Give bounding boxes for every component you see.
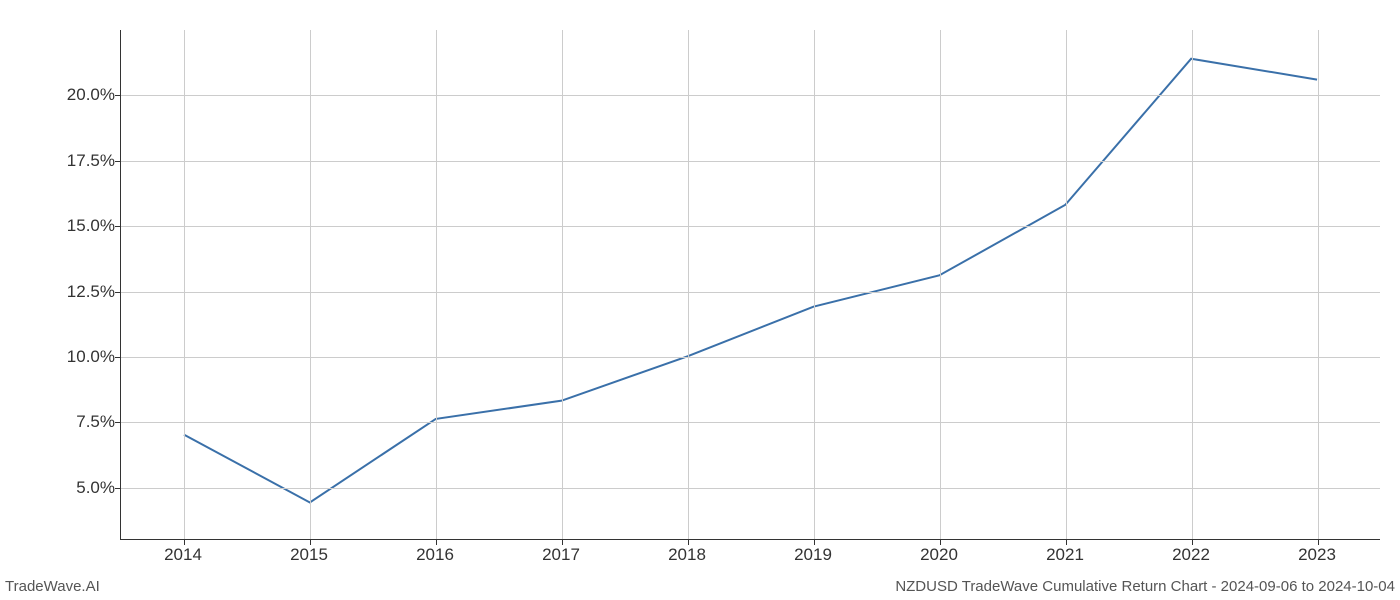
- xtick-label: 2015: [290, 545, 328, 565]
- xtick-label: 2023: [1298, 545, 1336, 565]
- ytick-label: 5.0%: [35, 478, 115, 498]
- grid-line-vertical: [940, 30, 941, 539]
- xtick-label: 2019: [794, 545, 832, 565]
- ytick-mark: [115, 292, 121, 293]
- plot-area: [120, 30, 1380, 540]
- grid-line-horizontal: [121, 226, 1380, 227]
- ytick-label: 7.5%: [35, 412, 115, 432]
- grid-line-vertical: [814, 30, 815, 539]
- grid-line-vertical: [184, 30, 185, 539]
- grid-line-vertical: [688, 30, 689, 539]
- xtick-label: 2020: [920, 545, 958, 565]
- grid-line-horizontal: [121, 161, 1380, 162]
- grid-line-horizontal: [121, 488, 1380, 489]
- ytick-label: 20.0%: [35, 85, 115, 105]
- chart-container: TradeWave.AI NZDUSD TradeWave Cumulative…: [0, 0, 1400, 600]
- ytick-label: 12.5%: [35, 282, 115, 302]
- grid-line-vertical: [310, 30, 311, 539]
- ytick-mark: [115, 488, 121, 489]
- grid-line-horizontal: [121, 357, 1380, 358]
- grid-line-horizontal: [121, 292, 1380, 293]
- xtick-label: 2022: [1172, 545, 1210, 565]
- footer-left-label: TradeWave.AI: [5, 578, 100, 595]
- ytick-label: 15.0%: [35, 216, 115, 236]
- grid-line-vertical: [1192, 30, 1193, 539]
- ytick-label: 17.5%: [35, 151, 115, 171]
- ytick-label: 10.0%: [35, 347, 115, 367]
- grid-line-vertical: [1318, 30, 1319, 539]
- grid-line-horizontal: [121, 422, 1380, 423]
- grid-line-vertical: [562, 30, 563, 539]
- ytick-mark: [115, 95, 121, 96]
- ytick-mark: [115, 422, 121, 423]
- ytick-mark: [115, 161, 121, 162]
- xtick-label: 2016: [416, 545, 454, 565]
- ytick-mark: [115, 357, 121, 358]
- xtick-label: 2017: [542, 545, 580, 565]
- grid-line-vertical: [1066, 30, 1067, 539]
- xtick-label: 2018: [668, 545, 706, 565]
- grid-line-horizontal: [121, 95, 1380, 96]
- ytick-mark: [115, 226, 121, 227]
- return-line: [184, 59, 1317, 503]
- xtick-label: 2021: [1046, 545, 1084, 565]
- footer-right-label: NZDUSD TradeWave Cumulative Return Chart…: [895, 578, 1395, 595]
- grid-line-vertical: [436, 30, 437, 539]
- xtick-label: 2014: [164, 545, 202, 565]
